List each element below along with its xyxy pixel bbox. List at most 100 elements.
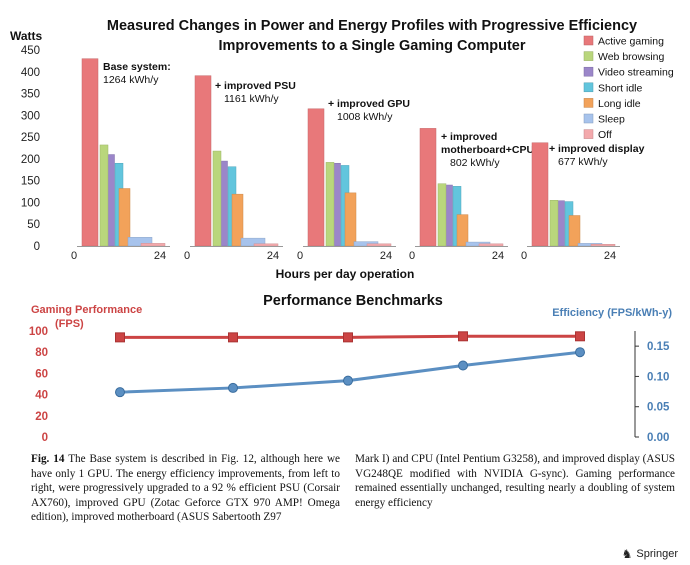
left-axis-tick-label: 80 xyxy=(35,347,48,359)
line-chart-title: Performance Benchmarks xyxy=(263,293,443,309)
bar-y-tick-label: 450 xyxy=(21,45,40,57)
figure-label: Fig. 14 xyxy=(31,453,65,465)
bar xyxy=(99,144,109,247)
bar xyxy=(221,160,228,247)
bar-y-tick-label: 250 xyxy=(21,132,40,144)
bar-chart-title: Improvements to a Single Gaming Computer xyxy=(219,38,526,54)
bar xyxy=(446,184,453,247)
bar-y-axis-label: Watts xyxy=(10,29,43,43)
bar-group-label: + improved xyxy=(441,131,497,143)
legend-label: Active gaming xyxy=(598,36,664,48)
bar xyxy=(437,183,447,247)
bar-y-tick-label: 350 xyxy=(21,89,40,101)
bar-x-tick-label: 0 xyxy=(71,250,77,262)
bar xyxy=(531,142,549,247)
bar xyxy=(212,150,222,247)
bar xyxy=(549,200,559,247)
legend-swatch xyxy=(583,35,594,46)
bar-x-tick-label: 24 xyxy=(380,250,392,262)
legend-swatch xyxy=(583,113,594,124)
legend-label: Video streaming xyxy=(598,67,674,79)
legend-swatch xyxy=(583,98,594,108)
bar-group-energy: 677 kWh/y xyxy=(558,156,608,168)
bar-y-tick-label: 100 xyxy=(21,197,40,209)
efficiency-marker xyxy=(458,360,468,371)
bar xyxy=(366,243,392,247)
bar-group-energy: 1264 kWh/y xyxy=(103,74,159,86)
caption-right: Mark I) and CPU (Intel Pentium G3258), a… xyxy=(355,453,675,509)
legend-swatch xyxy=(583,129,594,139)
bar-x-tick-label: 0 xyxy=(184,250,190,262)
bar xyxy=(253,243,279,247)
bar xyxy=(108,154,115,247)
bar-group-label: + improved display xyxy=(549,143,645,155)
legend-label: Web browsing xyxy=(598,51,664,63)
performance-marker xyxy=(115,332,125,343)
performance-marker xyxy=(575,331,585,342)
bar xyxy=(140,243,166,247)
bar-group-label: motherboard+CPU xyxy=(441,144,534,156)
left-axis-tick-label: 20 xyxy=(35,411,48,423)
bar-y-tick-label: 0 xyxy=(34,241,40,253)
bar-y-tick-label: 400 xyxy=(21,67,40,79)
left-axis-tick-label: 100 xyxy=(29,326,48,338)
bar-x-tick-label: 0 xyxy=(297,250,303,262)
bar-x-tick-label: 24 xyxy=(492,250,504,262)
efficiency-line xyxy=(119,350,581,394)
bar-x-axis-label: Hours per day operation xyxy=(276,267,415,281)
bar-x-tick-label: 0 xyxy=(409,250,415,262)
efficiency-marker xyxy=(115,387,125,398)
right-axis-tick-label: 0.05 xyxy=(647,402,670,414)
left-axis-tick-label: 40 xyxy=(35,390,48,402)
legend-swatch xyxy=(583,82,594,93)
bar xyxy=(81,58,99,247)
bar-x-tick-label: 0 xyxy=(521,250,527,262)
bar xyxy=(194,75,212,247)
legend-swatch xyxy=(583,66,594,77)
right-axis-label: Efficiency (FPS/kWh-y) xyxy=(552,307,672,319)
bar xyxy=(307,108,325,247)
left-axis-label: (FPS) xyxy=(55,318,84,330)
bar-group-label: Base system: xyxy=(103,61,171,73)
bar xyxy=(456,214,469,247)
legend-label: Short idle xyxy=(598,82,643,94)
right-axis-tick-label: 0.00 xyxy=(647,432,669,444)
bar-group-label: + improved GPU xyxy=(328,98,410,110)
legend-label: Long idle xyxy=(598,98,641,110)
legend-label: Sleep xyxy=(598,114,625,126)
bar xyxy=(478,243,504,247)
efficiency-marker xyxy=(343,375,353,386)
bar-y-tick-label: 200 xyxy=(21,154,40,166)
bar-x-tick-label: 24 xyxy=(604,250,616,262)
caption-left: Fig. 14 The Base system is described in … xyxy=(31,452,340,525)
legend-swatch xyxy=(583,51,594,61)
bar xyxy=(344,192,357,247)
bar xyxy=(558,200,565,247)
performance-marker xyxy=(458,331,468,342)
caption-left-text: The Base system is described in Fig. 12,… xyxy=(31,453,340,524)
left-axis-tick-label: 0 xyxy=(42,432,48,444)
efficiency-marker xyxy=(228,382,238,393)
left-axis-label: Gaming Performance xyxy=(31,304,142,316)
bar xyxy=(419,128,437,247)
bar xyxy=(590,244,616,247)
right-axis-tick-label: 0.15 xyxy=(647,341,670,353)
bar xyxy=(325,162,335,247)
right-axis-tick-label: 0.10 xyxy=(647,371,669,383)
bar-chart-title: Measured Changes in Power and Energy Pro… xyxy=(107,18,637,34)
bar-y-tick-label: 150 xyxy=(21,176,40,188)
bar-group-energy: 1008 kWh/y xyxy=(337,111,393,123)
bar xyxy=(568,215,581,247)
left-axis-tick-label: 60 xyxy=(35,368,48,380)
bar-group-energy: 1161 kWh/y xyxy=(224,93,279,105)
bar xyxy=(334,162,341,247)
bar-y-tick-label: 300 xyxy=(21,110,40,122)
performance-marker xyxy=(228,332,238,343)
bar-group-energy: 802 kWh/y xyxy=(450,157,500,169)
bar-y-tick-label: 50 xyxy=(27,219,40,231)
performance-marker xyxy=(343,332,353,343)
legend-label: Off xyxy=(598,129,612,141)
publisher-name: Springer xyxy=(636,548,678,560)
bar-group-label: + improved PSU xyxy=(215,80,296,92)
